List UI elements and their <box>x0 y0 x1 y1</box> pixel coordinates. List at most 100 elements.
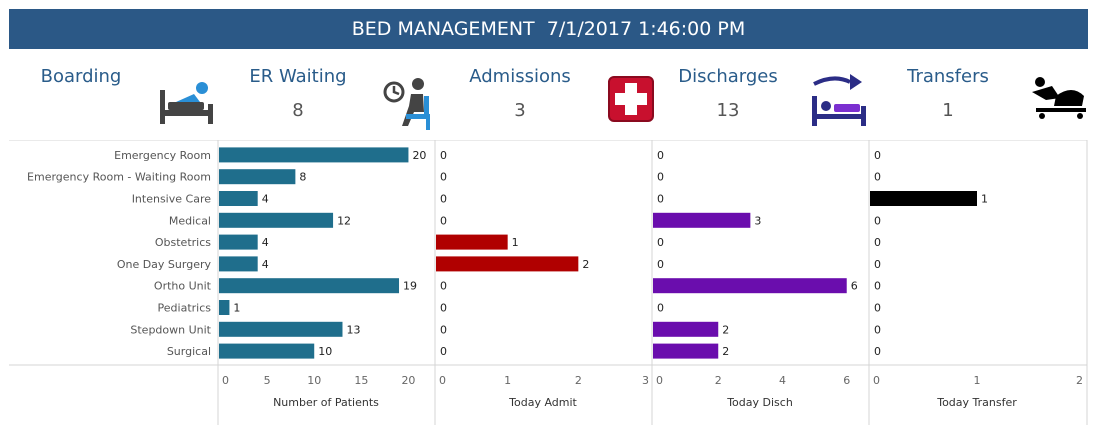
data-label-today-disch-medical: 3 <box>754 214 761 227</box>
data-label-today-transfer-emergency-room-waiting-room: 0 <box>874 171 881 184</box>
kpi-er-waiting-value: 8 <box>292 100 304 121</box>
tick-label-today-admit-3: 3 <box>642 374 649 387</box>
tick-label-today-transfer-1: 1 <box>974 374 981 387</box>
data-label-today-transfer-medical: 0 <box>874 214 881 227</box>
dashboard-header: BED MANAGEMENT 7/1/2017 1:46:00 PM <box>9 9 1088 49</box>
data-label-today-disch-pediatrics: 0 <box>657 302 664 315</box>
page-title: BED MANAGEMENT 7/1/2017 1:46:00 PM <box>351 18 746 40</box>
tick-label-number-of-patients-15: 15 <box>354 374 368 387</box>
bar-today-admit-obstetrics <box>436 234 508 250</box>
bar-number-of-patients-obstetrics <box>219 234 258 250</box>
tick-label-today-transfer-0: 0 <box>873 374 880 387</box>
kpi-discharges: Discharges 13 <box>658 60 798 128</box>
bar-number-of-patients-emergency-room <box>219 147 409 163</box>
data-label-today-admit-surgical: 0 <box>440 345 447 358</box>
kpi-discharges-value: 13 <box>716 100 740 121</box>
data-label-today-disch-one-day-surgery: 0 <box>657 258 664 271</box>
kpi-er-waiting: ER Waiting 8 <box>228 60 368 128</box>
data-label-today-transfer-pediatrics: 0 <box>874 302 881 315</box>
category-label-medical: Medical <box>169 214 211 227</box>
kpi-boarding-label: Boarding <box>40 66 122 87</box>
tick-label-today-transfer-2: 2 <box>1076 374 1083 387</box>
data-label-number-of-patients-surgical: 10 <box>318 345 332 358</box>
bar-number-of-patients-pediatrics <box>219 300 230 315</box>
data-label-today-disch-stepdown-unit: 2 <box>722 323 729 336</box>
data-label-today-disch-obstetrics: 0 <box>657 236 664 249</box>
data-label-number-of-patients-ortho-unit: 19 <box>403 280 417 293</box>
tick-label-number-of-patients-5: 5 <box>264 374 271 387</box>
category-label-emergency-room: Emergency Room <box>114 149 211 162</box>
data-label-today-transfer-emergency-room: 0 <box>874 149 881 162</box>
bar-today-transfer-intensive-care <box>870 191 977 206</box>
data-label-number-of-patients-pediatrics: 1 <box>233 302 240 315</box>
data-label-today-disch-ortho-unit: 6 <box>851 280 858 293</box>
kpi-er-waiting-label: ER Waiting <box>249 66 347 87</box>
data-label-number-of-patients-emergency-room: 20 <box>412 149 426 162</box>
patient-in-bed-icon <box>156 72 220 136</box>
bar-number-of-patients-emergency-room-waiting-room <box>219 169 296 185</box>
tick-label-number-of-patients-0: 0 <box>222 374 229 387</box>
kpi-discharges-label: Discharges <box>678 66 778 87</box>
bar-today-disch-medical <box>653 212 751 228</box>
data-label-today-disch-intensive-care: 0 <box>657 193 664 206</box>
data-label-number-of-patients-emergency-room-waiting-room: 8 <box>299 171 306 184</box>
category-label-obstetrics: Obstetrics <box>155 236 211 249</box>
kpi-admissions-value: 3 <box>514 100 526 121</box>
data-label-today-transfer-intensive-care: 1 <box>981 193 988 206</box>
tick-label-today-disch-0: 0 <box>656 374 663 387</box>
tick-label-today-disch-4: 4 <box>779 374 786 387</box>
waiting-room-clock-icon <box>378 74 442 138</box>
bar-today-disch-ortho-unit <box>653 278 847 294</box>
kpi-transfers-value: 1 <box>942 100 954 121</box>
red-cross-icon <box>600 68 664 132</box>
axis-title-today-admit: Today Admit <box>508 396 577 409</box>
tick-label-today-admit-1: 1 <box>504 374 511 387</box>
data-label-today-transfer-one-day-surgery: 0 <box>874 258 881 271</box>
bar-today-admit-one-day-surgery <box>436 256 579 272</box>
bed-management-bar-chart: Emergency Room Emergency Room - Waiting R… <box>9 140 1088 425</box>
bar-today-disch-surgical <box>653 343 719 359</box>
data-label-today-disch-emergency-room: 0 <box>657 149 664 162</box>
category-label-surgical: Surgical <box>167 345 211 358</box>
bar-number-of-patients-medical <box>219 212 334 228</box>
tick-label-today-disch-2: 2 <box>715 374 722 387</box>
bed-exit-arrow-icon <box>806 70 870 134</box>
axis-title-number-of-patients: Number of Patients <box>273 396 379 409</box>
bar-number-of-patients-one-day-surgery <box>219 256 258 272</box>
category-label-ortho-unit: Ortho Unit <box>154 280 212 293</box>
category-label-intensive-care: Intensive Care <box>132 193 212 206</box>
kpi-boarding: Boarding <box>11 60 151 94</box>
tick-label-number-of-patients-10: 10 <box>307 374 321 387</box>
bar-number-of-patients-stepdown-unit <box>219 321 343 337</box>
category-label-stepdown-unit: Stepdown Unit <box>130 323 211 336</box>
data-label-today-transfer-surgical: 0 <box>874 345 881 358</box>
data-label-today-transfer-stepdown-unit: 0 <box>874 323 881 336</box>
data-label-today-transfer-obstetrics: 0 <box>874 236 881 249</box>
bar-number-of-patients-ortho-unit <box>219 278 400 294</box>
data-label-number-of-patients-obstetrics: 4 <box>262 236 269 249</box>
data-label-number-of-patients-medical: 12 <box>337 214 351 227</box>
data-label-today-admit-obstetrics: 1 <box>512 236 519 249</box>
tick-label-today-admit-0: 0 <box>439 374 446 387</box>
data-label-today-admit-one-day-surgery: 2 <box>582 258 589 271</box>
stretcher-icon <box>1026 70 1090 134</box>
data-label-today-disch-emergency-room-waiting-room: 0 <box>657 171 664 184</box>
data-label-number-of-patients-stepdown-unit: 13 <box>346 323 360 336</box>
kpi-admissions: Admissions 3 <box>450 60 590 128</box>
bar-number-of-patients-surgical <box>219 343 315 359</box>
data-label-number-of-patients-one-day-surgery: 4 <box>262 258 269 271</box>
data-label-today-admit-emergency-room: 0 <box>440 149 447 162</box>
bar-today-disch-stepdown-unit <box>653 321 719 337</box>
data-label-today-admit-ortho-unit: 0 <box>440 280 447 293</box>
data-label-today-admit-emergency-room-waiting-room: 0 <box>440 171 447 184</box>
kpi-transfers-label: Transfers <box>907 66 989 87</box>
data-label-today-admit-intensive-care: 0 <box>440 193 447 206</box>
axis-title-today-disch: Today Disch <box>726 396 793 409</box>
category-label-one-day-surgery: One Day Surgery <box>117 258 212 271</box>
bar-number-of-patients-intensive-care <box>219 191 258 206</box>
kpi-admissions-label: Admissions <box>469 66 571 87</box>
data-label-today-transfer-ortho-unit: 0 <box>874 280 881 293</box>
tick-label-number-of-patients-20: 20 <box>401 374 415 387</box>
tick-label-today-disch-6: 6 <box>843 374 850 387</box>
category-label-pediatrics: Pediatrics <box>158 302 212 315</box>
